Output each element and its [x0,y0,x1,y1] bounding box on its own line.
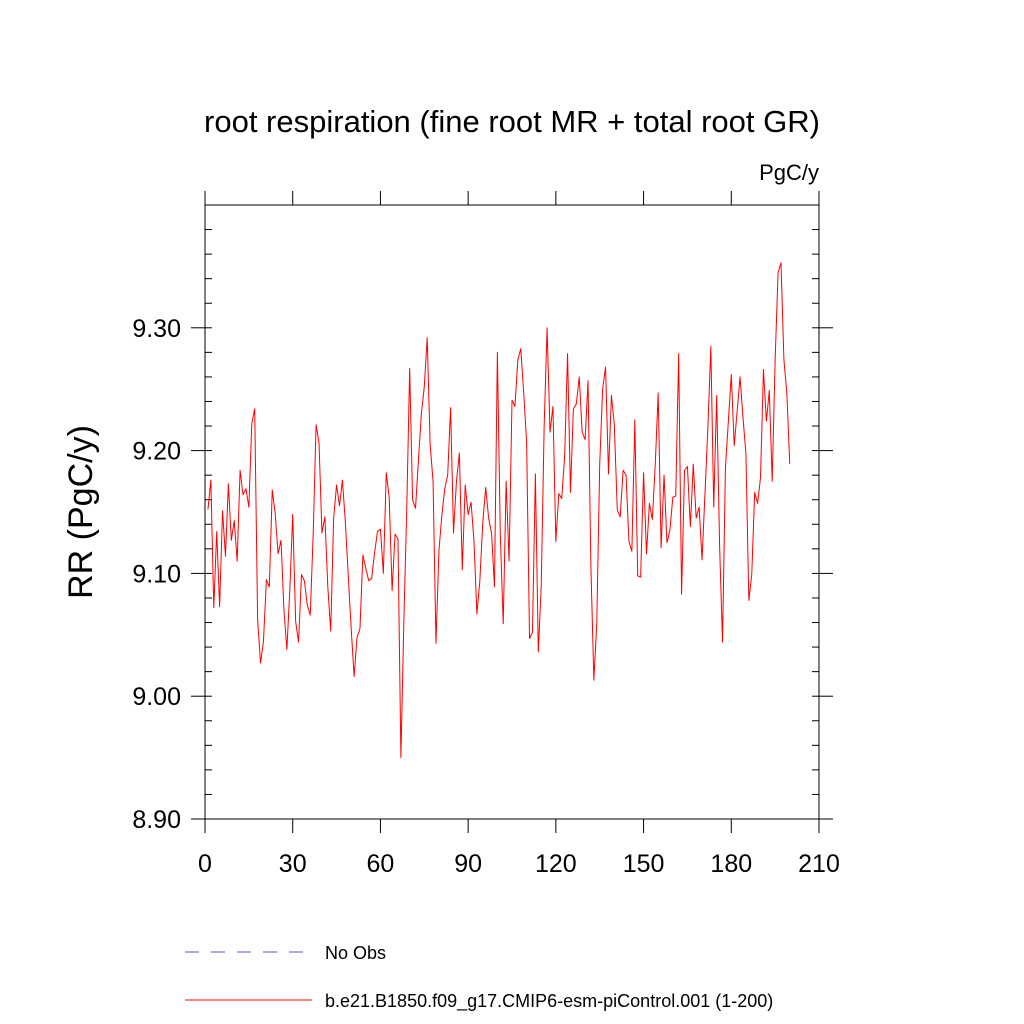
y-tick-label: 9.20 [132,438,181,466]
x-tick-label: 0 [198,850,212,878]
x-tick-label: 30 [279,850,307,878]
x-tick-label: 120 [535,850,577,878]
units-label: PgC/y [759,160,819,185]
x-tick-label: 180 [710,850,752,878]
plot-frame [204,204,820,820]
chart-title: root respiration (fine root MR + total r… [204,104,820,139]
legend: No Obs b.e21.B1850.f09_g17.CMIP6-esm-piC… [185,943,773,1012]
x-tick-label: 60 [367,850,395,878]
y-axis-label: RR (PgC/y) [62,425,100,599]
ticks [191,191,833,833]
y-tick-label: 9.30 [132,315,181,343]
tick-labels: 0 30 60 90 120 150 180 210 8.90 9.00 9.10 9.20 9.30 [132,315,840,878]
legend-label-model-run: b.e21.B1850.f09_g17.CMIP6-esm-piControl.… [325,991,773,1012]
series-line-1 [207,262,791,759]
series [207,262,791,759]
x-tick-label: 150 [623,850,665,878]
legend-label-no-obs: No Obs [325,943,386,963]
y-tick-label: 8.90 [132,806,181,834]
y-tick-label: 9.10 [132,560,181,588]
x-tick-label: 210 [798,850,840,878]
y-tick-label: 9.00 [132,683,181,711]
x-tick-label: 90 [454,850,482,878]
